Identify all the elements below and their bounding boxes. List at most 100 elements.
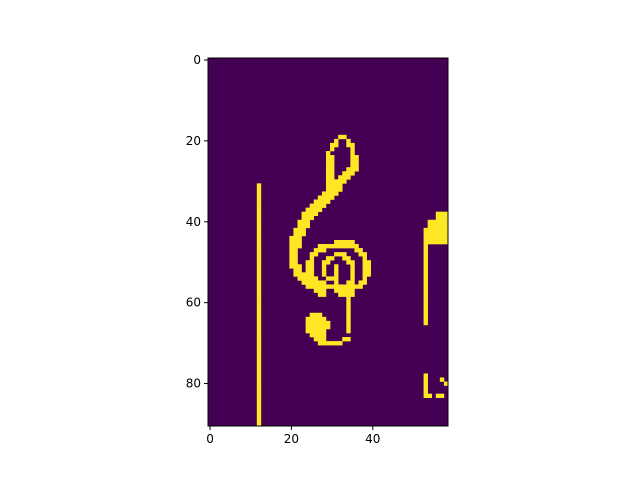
heatmap-pixel-run [317, 292, 327, 297]
heatmap-pixel-run [330, 146, 335, 152]
heatmap-pixel-run [423, 239, 449, 245]
y-tick-label: 60 [186, 296, 201, 310]
heatmap-pixel-run [256, 397, 262, 403]
heatmap-pixel-run [256, 389, 262, 394]
heatmap-pixel-run [346, 320, 351, 326]
y-tick-label: 40 [186, 215, 201, 229]
heatmap-pixel-run [346, 308, 351, 314]
x-tick-label: 40 [365, 432, 380, 446]
heatmap-pixel-run [427, 219, 449, 225]
heatmap-pixel-run [309, 203, 327, 208]
heatmap-pixel-run [346, 316, 351, 322]
heatmap-pixel-run [256, 405, 262, 411]
heatmap-pixel-run [256, 373, 262, 378]
heatmap-pixel-run [423, 308, 428, 314]
heatmap-pixel-run [423, 227, 449, 233]
heatmap-pixel-run [435, 211, 449, 217]
heatmap-pixel-run [346, 304, 351, 310]
heatmap-pixel-run [256, 296, 262, 301]
heatmap-pixel-run [301, 280, 327, 285]
heatmap-pixel-run [317, 195, 335, 200]
heatmap-pixel-run [342, 337, 351, 342]
heatmap-pixel-run [358, 280, 367, 285]
heatmap-pixel-run [423, 377, 428, 382]
heatmap-pixel-run [256, 227, 262, 233]
heatmap-pixel-run [325, 167, 335, 172]
heatmap-pixel-run [256, 215, 262, 221]
heatmap-pixel-run [362, 264, 372, 269]
heatmap-pixel-run [330, 142, 339, 148]
heatmap-pixel-run [423, 256, 428, 261]
x-axis: 0 20 40 [206, 426, 380, 446]
heatmap-pixel-run [293, 272, 315, 277]
heatmap-pixel-run [362, 268, 372, 273]
heatmap-pixel-run [256, 385, 262, 390]
heatmap-pixel-run [350, 163, 359, 168]
heatmap-pixel-run [309, 312, 323, 318]
heatmap-pixel-run [325, 179, 347, 184]
heatmap-pixel-run [289, 244, 302, 249]
heatmap-pixel-run [256, 332, 262, 338]
heatmap-pixel-run [423, 300, 428, 305]
heatmap-pixel-run [256, 413, 262, 419]
heatmap-pixel-run [423, 288, 428, 293]
heatmap-pixel-run [423, 381, 428, 386]
heatmap-pixel-run [334, 272, 339, 277]
heatmap-pixel-run [256, 231, 262, 237]
heatmap-pixel-run [321, 268, 327, 273]
heatmap-pixel-run [435, 393, 445, 398]
heatmap-pixel-run [289, 235, 302, 241]
heatmap-pixel-run [321, 260, 331, 265]
heatmap-pixel-run [325, 171, 335, 176]
heatmap-pixel-run [334, 288, 355, 293]
heatmap-pixel-run [301, 215, 315, 221]
heatmap-pixel-run [256, 312, 262, 318]
heatmap-pixel-run [256, 409, 262, 415]
heatmap-pixel-run [325, 276, 339, 281]
heatmap-pixel-run [305, 324, 331, 330]
heatmap-pixel-run [256, 308, 262, 314]
heatmap-pixel-run [256, 260, 262, 265]
heatmap-pixel-run [338, 134, 347, 140]
heatmap-pixel-run [256, 421, 262, 427]
heatmap-pixel-run [325, 183, 343, 188]
heatmap-pixel-run [358, 252, 367, 257]
heatmap-pixel-run [362, 276, 367, 281]
heatmap-pixel-run [256, 369, 262, 374]
heatmap-pixel-run [346, 280, 355, 285]
heatmap-pixel-run [309, 332, 327, 338]
heatmap-pixel-run [362, 260, 372, 265]
heatmap-pixel-run [313, 199, 331, 204]
heatmap-pixel-run [293, 268, 302, 273]
heatmap-background [208, 58, 448, 426]
heatmap-pixel-run [423, 272, 428, 277]
heatmap-pixel-run [256, 211, 262, 217]
heatmap-pixel-run [423, 385, 428, 390]
heatmap-pixel-run [423, 231, 449, 237]
heatmap-pixel-run [423, 292, 428, 297]
x-tick-label: 20 [284, 432, 299, 446]
heatmap-pixel-run [346, 328, 351, 334]
heatmap-pixel-run [256, 337, 262, 342]
heatmap-pixel-run [354, 248, 363, 253]
heatmap-pixel-run [346, 300, 351, 305]
heatmap-pixel-run [256, 284, 262, 289]
plot-area [207, 57, 449, 427]
heatmap-pixel-run [346, 142, 355, 148]
heatmap-pixel-run [256, 191, 262, 196]
heatmap-pixel-run [313, 337, 327, 342]
heatmap-pixel-run [256, 377, 262, 382]
heatmap-pixel-run [350, 159, 359, 164]
y-tick-label: 80 [186, 377, 201, 391]
y-axis: 0 20 40 60 80 [186, 53, 208, 391]
heatmap-pixel-run [427, 223, 449, 229]
heatmap-pixel-run [317, 244, 359, 249]
heatmap-pixel-run [256, 417, 262, 423]
heatmap-pixel-run [256, 341, 262, 346]
heatmap-pixel-run [423, 264, 428, 269]
heatmap-pixel-run [256, 361, 262, 366]
heatmap-pixel-run [334, 280, 339, 285]
heatmap-pixel-run [256, 324, 262, 330]
heatmap-pixel-run [297, 219, 310, 225]
heatmap-pixel-run [423, 284, 428, 289]
